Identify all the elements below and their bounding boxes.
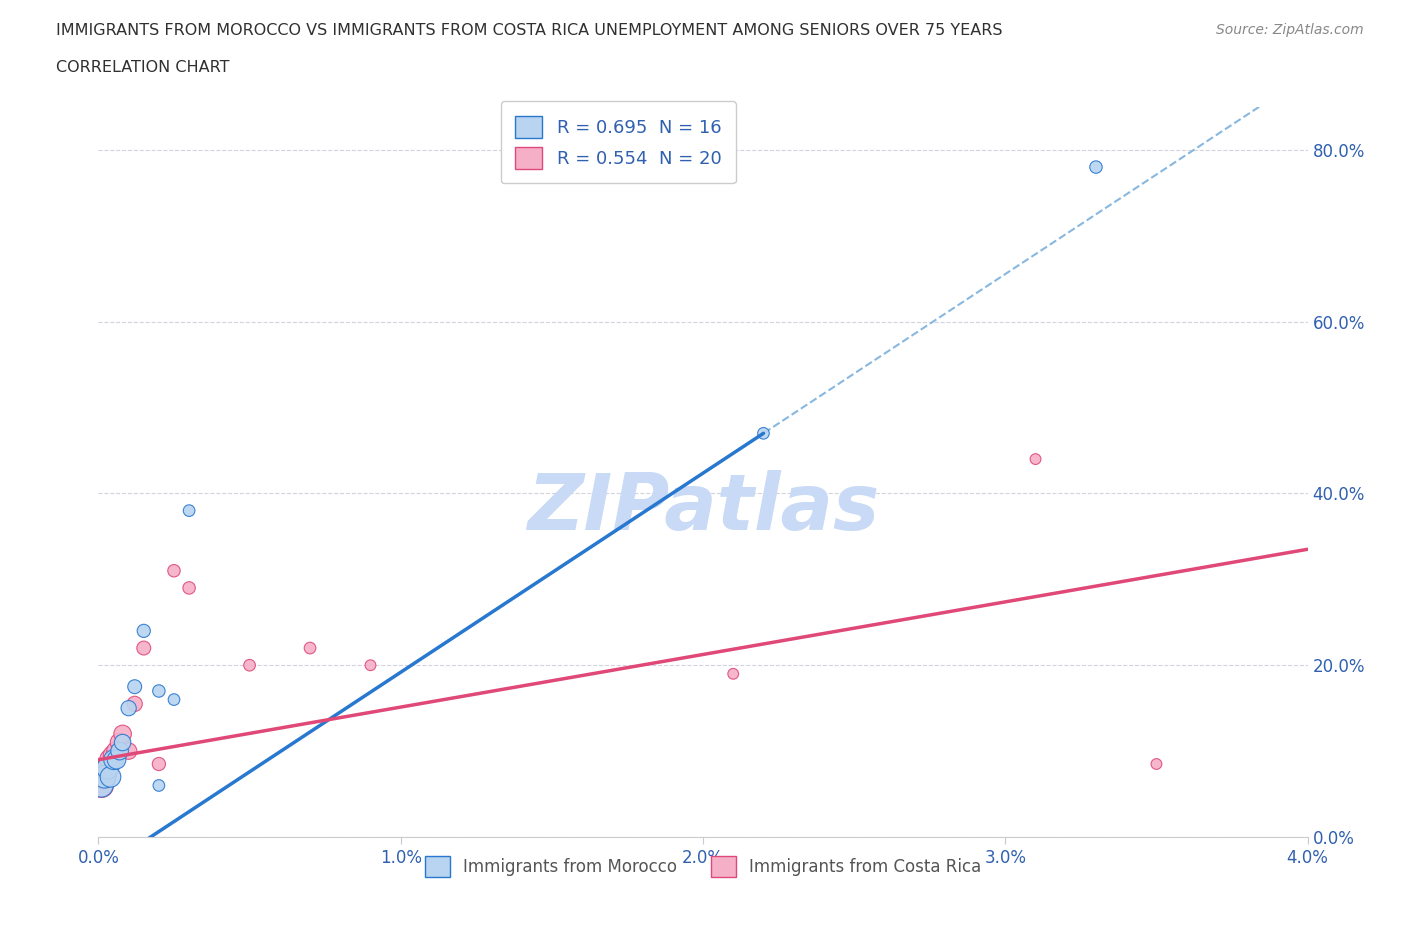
Point <box>118 700 141 715</box>
Legend: Immigrants from Morocco, Immigrants from Costa Rica: Immigrants from Morocco, Immigrants from… <box>418 850 988 883</box>
Point <box>103 748 125 763</box>
Point <box>111 735 134 750</box>
Point <box>93 769 115 784</box>
Point <box>163 564 186 578</box>
Point <box>723 667 745 682</box>
Point <box>163 692 186 707</box>
Point <box>103 752 125 767</box>
Point <box>90 778 112 793</box>
Point <box>179 580 201 595</box>
Text: ZIPatlas: ZIPatlas <box>527 471 879 547</box>
Point <box>108 744 131 759</box>
Point <box>105 752 128 767</box>
Point <box>148 757 170 772</box>
Point <box>108 735 131 750</box>
Point <box>124 697 146 711</box>
Point <box>239 658 262 672</box>
Point <box>118 744 141 759</box>
Point <box>100 769 122 784</box>
Text: Source: ZipAtlas.com: Source: ZipAtlas.com <box>1216 23 1364 37</box>
Point <box>752 426 775 441</box>
Point <box>105 744 128 759</box>
Point <box>299 641 322 656</box>
Point <box>90 778 112 793</box>
Point <box>1146 757 1168 772</box>
Point <box>93 769 115 784</box>
Point <box>360 658 382 672</box>
Point <box>1025 452 1047 467</box>
Text: CORRELATION CHART: CORRELATION CHART <box>56 60 229 75</box>
Point <box>96 761 118 776</box>
Point <box>124 679 146 694</box>
Point <box>132 623 155 638</box>
Point <box>148 778 170 793</box>
Point <box>148 684 170 698</box>
Text: IMMIGRANTS FROM MOROCCO VS IMMIGRANTS FROM COSTA RICA UNEMPLOYMENT AMONG SENIORS: IMMIGRANTS FROM MOROCCO VS IMMIGRANTS FR… <box>56 23 1002 38</box>
Point <box>179 503 201 518</box>
Point <box>111 726 134 741</box>
Point <box>132 641 155 656</box>
Point <box>1085 160 1108 175</box>
Point <box>96 761 118 776</box>
Point <box>100 752 122 767</box>
